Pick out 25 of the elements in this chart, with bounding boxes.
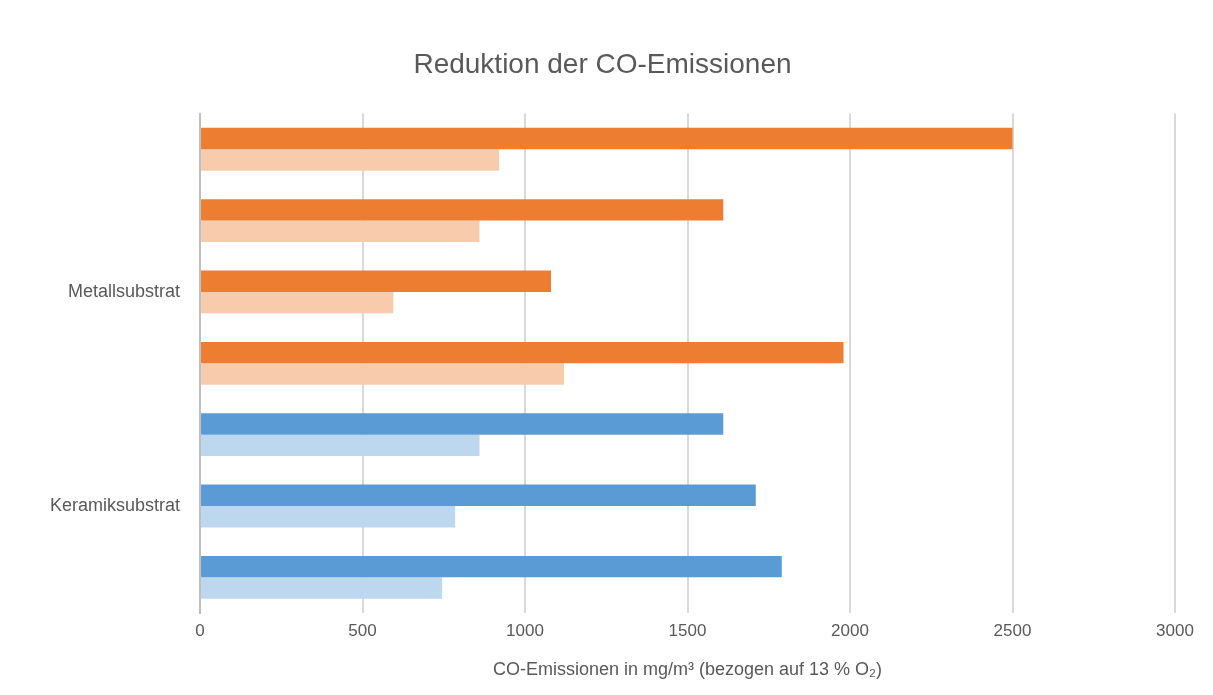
bar <box>201 220 480 243</box>
bar <box>201 363 565 385</box>
bar <box>201 505 456 528</box>
x-tick-label: 2500 <box>993 620 1032 640</box>
bar <box>201 341 844 364</box>
x-axis-title: CO-Emissionen in mg/m³ (bezogen auf 13 % O₂) <box>492 659 883 680</box>
x-tick-label: 2000 <box>831 620 869 640</box>
bar <box>201 577 443 599</box>
bar <box>201 413 724 435</box>
x-tick-label: 500 <box>348 620 377 640</box>
bar <box>201 199 724 221</box>
bar <box>201 291 394 314</box>
bar <box>201 149 500 171</box>
x-tick-label: 1500 <box>668 620 707 640</box>
bar <box>201 484 756 506</box>
y-tick-label: Metallsubstrat <box>68 280 181 301</box>
bar <box>201 127 1013 150</box>
bar <box>201 434 480 457</box>
bar <box>201 270 552 292</box>
x-tick-label: 3000 <box>1156 620 1194 640</box>
x-tick-label: 0 <box>195 620 205 640</box>
chart-title: Reduktion der CO-Emissionen <box>413 47 792 79</box>
bar <box>201 555 782 578</box>
y-tick-label: Keramiksubstrat <box>50 494 181 515</box>
x-tick-label: 1000 <box>506 620 544 640</box>
